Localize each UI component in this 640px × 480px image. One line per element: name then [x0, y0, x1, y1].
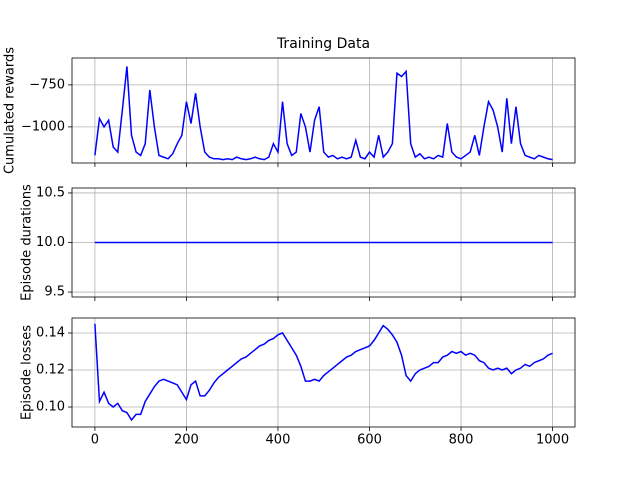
y-tick-label: 0.12: [36, 363, 65, 378]
x-tick-label: 400: [266, 433, 291, 448]
x-tick-label: 1000: [536, 433, 569, 448]
y-tick-label: 10.0: [36, 235, 65, 250]
data-line: [94, 323, 553, 422]
chart-title: Training Data: [276, 36, 370, 52]
axes-frame: [71, 317, 576, 428]
y-axis-label: Episode durations: [20, 184, 35, 301]
y-tick-label: −1000: [21, 119, 65, 134]
x-tick-label: 800: [449, 433, 474, 448]
x-tick-label: 600: [357, 433, 382, 448]
y-axis-label: Episode losses: [20, 325, 35, 420]
axes-frame: [71, 187, 576, 298]
axes-frame: [71, 57, 576, 164]
data-line: [94, 66, 553, 161]
x-tick-label: 200: [174, 433, 199, 448]
y-tick-label: −750: [29, 77, 65, 92]
y-tick-label: 9.5: [44, 285, 65, 300]
y-tick-label: 10.5: [36, 185, 65, 200]
y-axis-label: Cumulated rewards: [3, 47, 18, 174]
y-tick-label: 0.10: [36, 400, 65, 415]
x-tick-label: 0: [91, 433, 99, 448]
y-tick-label: 0.14: [36, 325, 65, 340]
